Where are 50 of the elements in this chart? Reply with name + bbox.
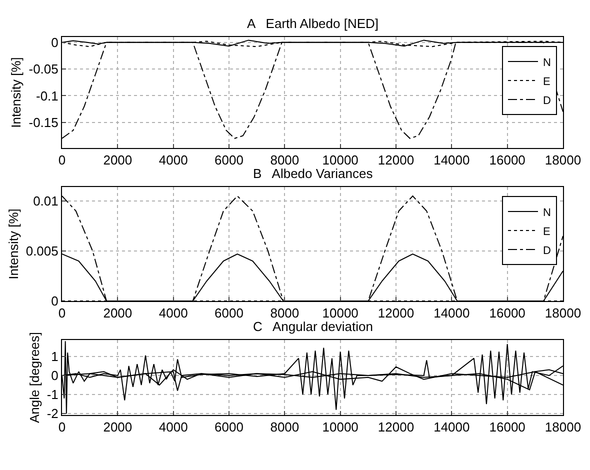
y-axis-title: Intensity [%] [8, 57, 24, 128]
x-tick-label: 16000 [489, 306, 526, 321]
legend-label: D [543, 94, 551, 107]
x-tick-label: 12000 [378, 152, 414, 168]
x-tick-label: 4000 [158, 420, 188, 435]
x-tick-label: 12000 [378, 306, 414, 321]
x-tick-label: 4000 [158, 152, 188, 168]
x-tick-label: 2000 [103, 152, 132, 168]
x-tick-label: 10000 [322, 152, 358, 168]
x-tick-label: 18000 [544, 420, 582, 435]
y-tick-label: 0.005 [26, 244, 58, 259]
y-tick-label: -2 [46, 406, 58, 422]
y-tick-label: -0.15 [28, 114, 58, 130]
x-tick-label: 18000 [544, 152, 582, 168]
x-tick-label: 12000 [378, 420, 414, 435]
x-tick-label: 8000 [270, 420, 300, 435]
x-tick-label: 10000 [322, 420, 358, 435]
x-tick-label: 6000 [214, 420, 244, 435]
y-tick-label: 0 [51, 294, 58, 309]
x-tick-label: 18000 [544, 306, 582, 321]
x-tick-label: 14000 [434, 306, 470, 321]
chart-title: B Albedo Variances [253, 166, 374, 181]
x-tick-label: 10000 [322, 306, 358, 321]
x-tick-label: 6000 [214, 306, 244, 321]
y-tick-label: -1 [46, 387, 58, 402]
y-axis-title: Intensity [%] [6, 208, 21, 280]
x-tick-label: 14000 [434, 420, 470, 435]
x-tick-label: 16000 [489, 420, 526, 435]
x-tick-label: 16000 [489, 152, 526, 168]
x-tick-label: 14000 [434, 152, 470, 168]
legend-label: N [543, 206, 551, 219]
legend-label: E [543, 76, 550, 88]
y-tick-label: 1 [51, 348, 58, 364]
y-tick-label: -0.05 [28, 62, 58, 77]
x-tick-label: 2000 [103, 420, 132, 435]
legend-label: N [543, 56, 551, 69]
legend-label: E [543, 226, 550, 238]
x-tick-label: 8000 [270, 306, 300, 321]
y-tick-label: 0 [51, 34, 58, 50]
x-tick-label: 4000 [158, 306, 188, 321]
chart-title: C Angular deviation [253, 319, 373, 334]
legend-label: D [543, 244, 551, 257]
y-tick-label: 0.01 [33, 194, 58, 209]
chart-title: A Earth Albedo [NED] [247, 16, 379, 31]
y-tick-label: 0 [51, 368, 58, 384]
x-tick-label: 2000 [103, 306, 132, 321]
y-axis-title: Angle [degrees] [26, 332, 42, 424]
y-tick-label: -0.1 [36, 88, 58, 104]
x-tick-label: 8000 [270, 152, 300, 168]
x-tick-label: 6000 [214, 152, 244, 168]
